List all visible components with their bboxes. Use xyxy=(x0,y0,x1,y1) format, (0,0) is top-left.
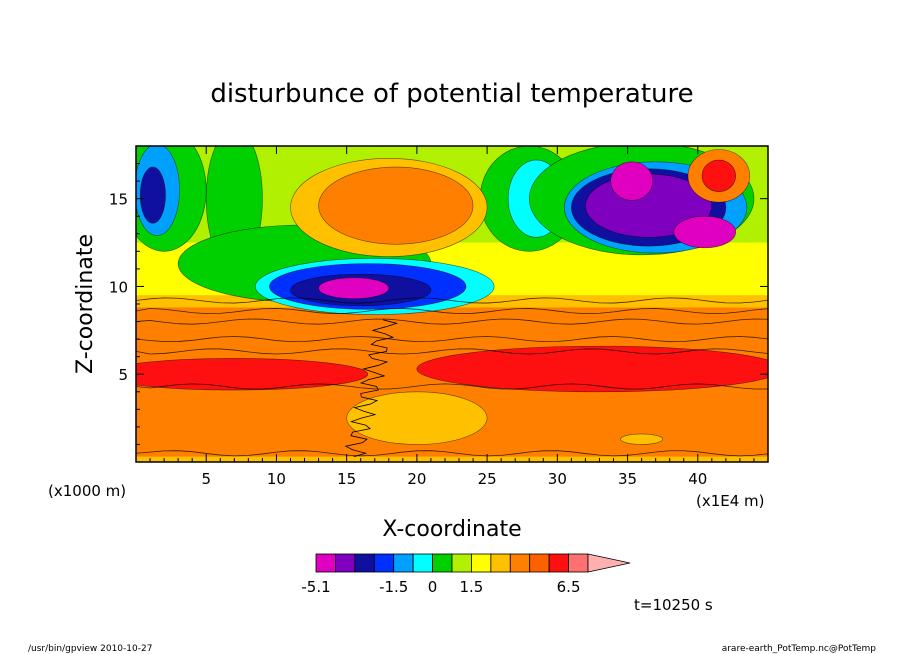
contour-blob-14 xyxy=(701,159,736,192)
contour-blob-21 xyxy=(136,358,368,391)
x-tick-label: 15 xyxy=(337,470,356,488)
x-tick-label: 35 xyxy=(618,470,637,488)
y-tick-label: 10 xyxy=(109,278,128,296)
colorbar-swatch xyxy=(451,553,472,573)
colorbar-label: 1.5 xyxy=(459,578,483,596)
contour-line-4 xyxy=(136,348,768,355)
colorbar-swatch xyxy=(568,553,589,573)
x-tick-label: 25 xyxy=(478,470,497,488)
colorbar-swatch xyxy=(393,553,414,573)
chart-title: disturbunce of potential temperature xyxy=(210,79,693,109)
plot-area xyxy=(136,146,768,462)
contour-blob-2 xyxy=(139,166,166,224)
x-axis-label: X-coordinate xyxy=(382,517,521,542)
contour-line-2 xyxy=(136,318,768,325)
colorbar-label: 0 xyxy=(428,578,438,596)
contour-line-1 xyxy=(136,308,768,315)
contour-blob-23 xyxy=(346,391,488,445)
footer-right: arare-earth_PotTemp.nc@PotTemp xyxy=(722,644,877,654)
x-tick-label: 5 xyxy=(201,470,211,488)
contour-field xyxy=(136,146,768,462)
colorbar-swatch xyxy=(471,553,492,573)
y-axis-label: Z-coordinate xyxy=(73,234,98,374)
contour-blob-22 xyxy=(416,345,768,393)
colorbar-label: -1.5 xyxy=(379,578,408,596)
colorbar-label: -5.1 xyxy=(301,578,330,596)
x-tick-label: 20 xyxy=(407,470,426,488)
colorbar-label: 6.5 xyxy=(557,578,581,596)
x-unit-left: (x1000 m) xyxy=(48,482,126,500)
colorbar-swatch xyxy=(354,553,375,573)
footer-left: /usr/bin/gpview 2010-10-27 xyxy=(28,644,152,654)
layer-4 xyxy=(136,456,768,462)
time-label: t=10250 s xyxy=(634,596,713,614)
contour-line-5 xyxy=(136,383,768,390)
colorbar-swatch xyxy=(529,553,550,573)
contour-line-0 xyxy=(136,297,768,304)
contour-blob-20 xyxy=(318,277,390,300)
contour-blob-24 xyxy=(620,433,663,445)
colorbar-arrow xyxy=(587,553,631,573)
colorbar: -5.1 -1.5 0 1.5 6.5 xyxy=(301,553,631,596)
contour-line-6 xyxy=(136,450,768,457)
colorbar-swatch xyxy=(548,553,569,573)
y-tick-label: 5 xyxy=(118,366,128,384)
colorbar-swatch xyxy=(432,553,453,573)
colorbar-swatch xyxy=(373,553,395,573)
colorbar-swatch xyxy=(335,553,356,573)
contour-line-3 xyxy=(136,336,768,343)
colorbar-swatch xyxy=(315,553,336,573)
x-tick-label: 40 xyxy=(688,470,707,488)
contour-blob-12 xyxy=(673,215,736,249)
colorbar-swatch xyxy=(509,553,531,573)
y-tick-label: 15 xyxy=(109,191,128,209)
contour-column xyxy=(344,319,399,458)
x-tick-label: 10 xyxy=(267,470,286,488)
x-unit-right: (x1E4 m) xyxy=(696,492,765,510)
contour-blob-16 xyxy=(318,166,474,245)
colorbar-swatch xyxy=(490,553,511,573)
colorbar-swatch xyxy=(412,553,433,573)
x-axis: 5 10 15 20 25 30 35 40 xyxy=(149,146,755,488)
y-axis: 5 10 15 xyxy=(109,163,768,445)
contour-blob-11 xyxy=(610,161,654,201)
x-tick-label: 30 xyxy=(548,470,567,488)
